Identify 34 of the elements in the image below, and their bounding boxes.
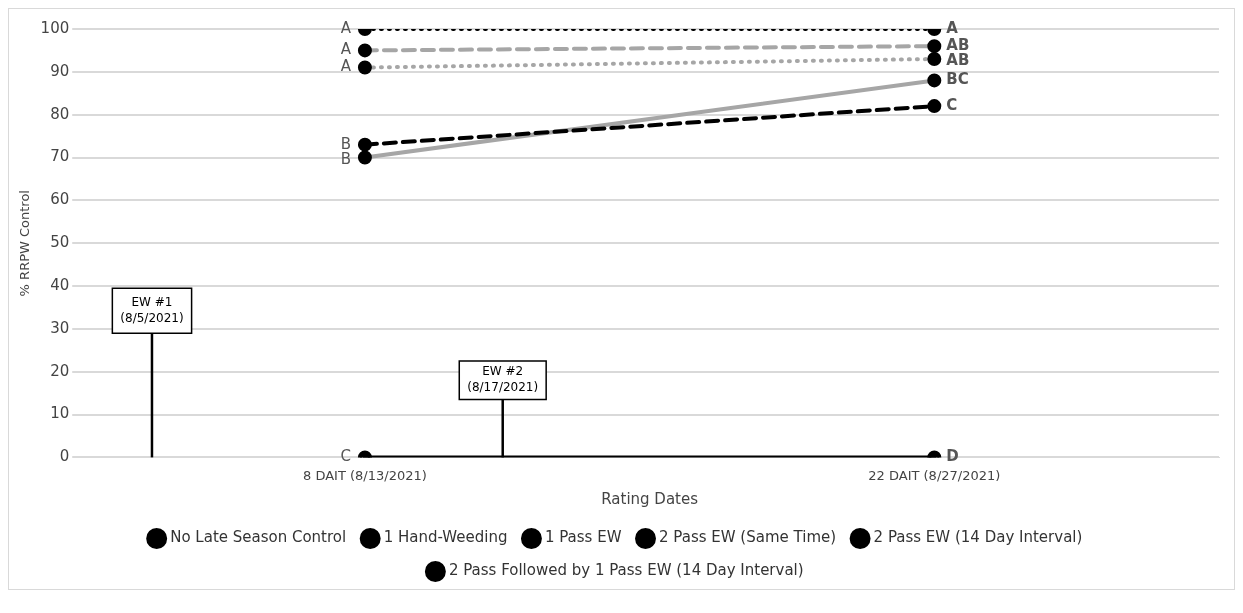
annotation: C bbox=[946, 96, 958, 114]
legend-label: 2 Pass EW (Same Time) bbox=[659, 528, 837, 547]
y-tick-label: 100 bbox=[40, 18, 70, 37]
y-tick-label: 90 bbox=[50, 61, 70, 80]
y-tick-label: 60 bbox=[50, 190, 70, 209]
annotation: AB bbox=[946, 51, 970, 70]
x-axis-title: Rating Dates bbox=[601, 489, 699, 508]
annotation: A bbox=[340, 57, 352, 76]
legend-label: 1 Pass EW bbox=[544, 528, 622, 547]
y-tick-label: 80 bbox=[50, 104, 70, 123]
y-tick-label: 0 bbox=[59, 447, 70, 466]
y-tick-label: 40 bbox=[50, 275, 70, 294]
y-tick-label: 10 bbox=[50, 404, 70, 423]
annotation: BC bbox=[946, 70, 969, 89]
point bbox=[927, 99, 942, 114]
annotation: A bbox=[340, 40, 352, 59]
legend-label: No Late Season Control bbox=[170, 528, 347, 547]
annotation: C bbox=[340, 447, 351, 466]
y-tick-label: 30 bbox=[50, 318, 70, 337]
annotation: D bbox=[946, 447, 959, 466]
legend-label: 2 Pass EW (14 Day Interval) bbox=[873, 528, 1083, 547]
y-tick-label: 70 bbox=[50, 147, 70, 166]
y-tick-label: 20 bbox=[50, 361, 70, 380]
y-tick-label: 50 bbox=[50, 233, 70, 252]
annotation: A bbox=[946, 18, 959, 37]
y-axis-title: % RRPW Control bbox=[17, 190, 33, 297]
x-tick-label: 8 DAIT (8/13/2021) bbox=[303, 467, 427, 483]
x-tick-label: 22 DAIT (8/27/2021) bbox=[868, 467, 1001, 483]
annotation: EW #1 (8/5/2021) bbox=[120, 294, 184, 325]
annotation: A bbox=[340, 18, 352, 37]
point bbox=[357, 137, 372, 152]
legend-label: 2 Pass Followed by 1 Pass EW (14 Day Interval) bbox=[448, 561, 804, 580]
legend-label: 1 Hand-Weeding bbox=[383, 528, 508, 547]
annotation: EW #2 (8/17/2021) bbox=[467, 364, 539, 395]
